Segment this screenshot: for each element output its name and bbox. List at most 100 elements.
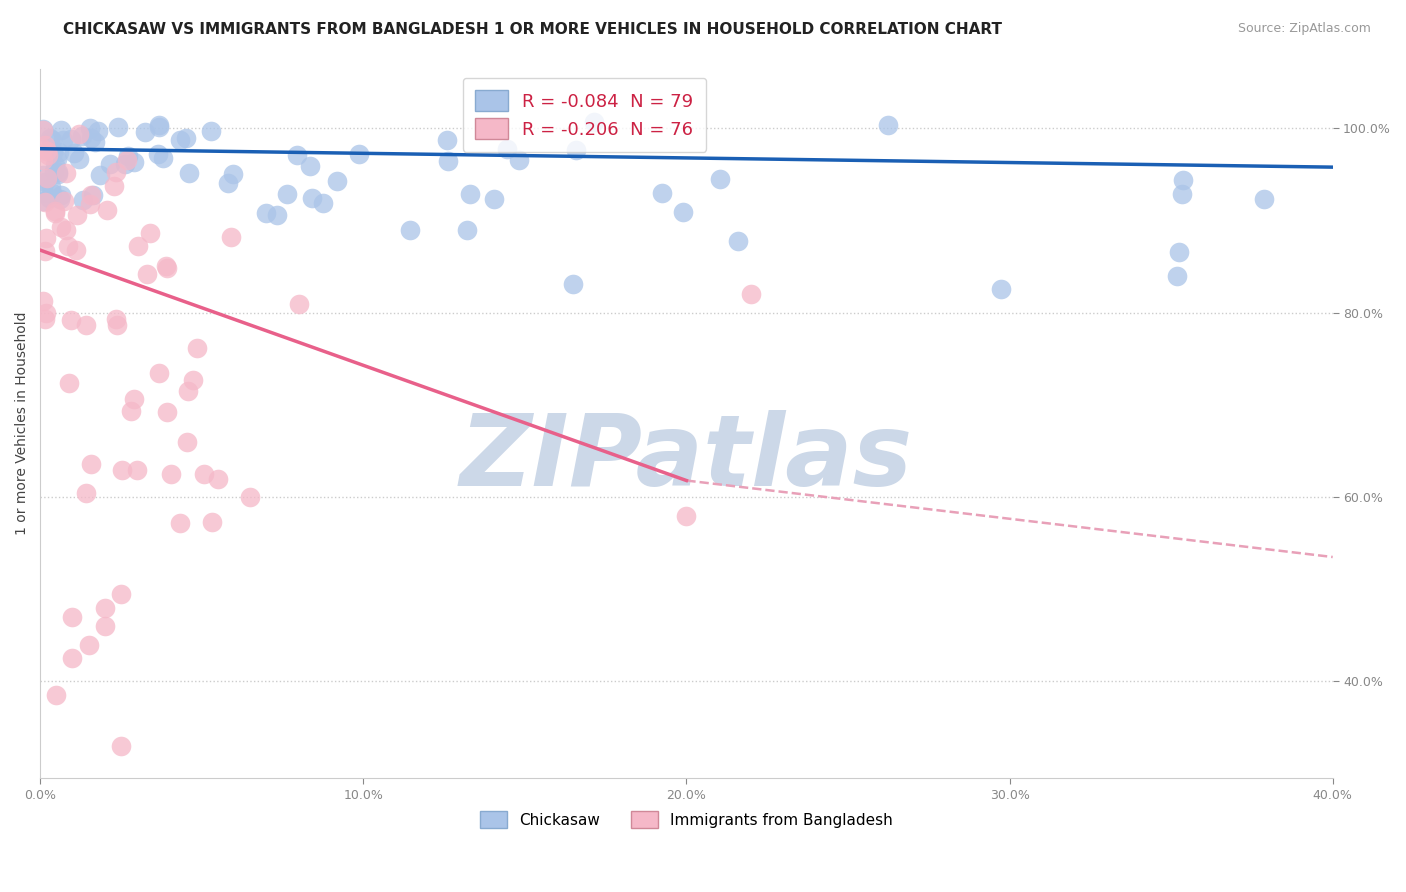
Point bbox=[460, 186, 482, 201]
Point bbox=[104, 311, 127, 326]
Point bbox=[148, 120, 170, 134]
Point bbox=[77, 638, 100, 652]
Point bbox=[155, 259, 177, 273]
Point bbox=[1168, 244, 1191, 259]
Point bbox=[79, 121, 101, 136]
Point bbox=[42, 164, 65, 178]
Point bbox=[1166, 268, 1188, 283]
Point bbox=[35, 231, 58, 245]
Point bbox=[37, 148, 59, 162]
Point bbox=[34, 176, 56, 190]
Point bbox=[35, 306, 58, 320]
Point bbox=[456, 223, 478, 237]
Point bbox=[52, 133, 75, 147]
Point bbox=[32, 194, 55, 209]
Point bbox=[156, 405, 179, 419]
Point bbox=[39, 180, 62, 194]
Point bbox=[115, 153, 138, 167]
Point bbox=[45, 688, 67, 702]
Point bbox=[58, 376, 80, 390]
Point bbox=[254, 205, 277, 219]
Point bbox=[122, 392, 145, 406]
Point bbox=[1253, 192, 1275, 206]
Point bbox=[79, 457, 101, 471]
Point bbox=[125, 463, 148, 477]
Point bbox=[1171, 173, 1194, 187]
Point bbox=[169, 133, 191, 147]
Point bbox=[44, 158, 66, 172]
Point bbox=[32, 153, 55, 168]
Point bbox=[80, 187, 103, 202]
Point bbox=[148, 366, 170, 380]
Point bbox=[127, 239, 149, 253]
Point bbox=[174, 131, 197, 145]
Point bbox=[49, 122, 72, 136]
Point bbox=[276, 187, 298, 202]
Point bbox=[93, 600, 115, 615]
Point bbox=[55, 166, 77, 180]
Point bbox=[44, 204, 66, 219]
Point bbox=[79, 130, 101, 145]
Y-axis label: 1 or more Vehicles in Household: 1 or more Vehicles in Household bbox=[15, 311, 30, 535]
Point bbox=[114, 157, 136, 171]
Point bbox=[65, 244, 87, 258]
Point bbox=[562, 277, 585, 291]
Point bbox=[139, 226, 162, 240]
Point bbox=[44, 205, 66, 219]
Point bbox=[110, 463, 132, 477]
Point bbox=[217, 176, 239, 190]
Point bbox=[177, 166, 200, 180]
Point bbox=[651, 186, 673, 200]
Point bbox=[299, 159, 322, 173]
Point bbox=[32, 121, 55, 136]
Point bbox=[181, 373, 204, 387]
Point bbox=[207, 472, 229, 486]
Point bbox=[48, 193, 70, 207]
Point bbox=[51, 219, 73, 234]
Point bbox=[169, 516, 191, 531]
Point bbox=[201, 515, 224, 529]
Point bbox=[1171, 187, 1194, 202]
Point bbox=[35, 144, 58, 158]
Point bbox=[103, 178, 125, 193]
Point bbox=[117, 149, 139, 163]
Point bbox=[565, 143, 588, 157]
Point bbox=[67, 153, 90, 167]
Point bbox=[104, 165, 127, 179]
Point bbox=[63, 145, 86, 160]
Point bbox=[200, 124, 222, 138]
Point bbox=[96, 202, 118, 217]
Point bbox=[46, 165, 69, 179]
Point bbox=[53, 194, 76, 208]
Point bbox=[89, 168, 111, 182]
Point bbox=[287, 296, 309, 310]
Point bbox=[34, 138, 56, 153]
Point bbox=[301, 191, 323, 205]
Point bbox=[222, 167, 245, 181]
Point bbox=[484, 192, 506, 206]
Point bbox=[146, 147, 169, 161]
Point bbox=[148, 118, 170, 132]
Point bbox=[37, 170, 59, 185]
Point bbox=[110, 587, 132, 601]
Point bbox=[32, 168, 55, 182]
Text: ZIPatlas: ZIPatlas bbox=[460, 410, 912, 508]
Point bbox=[39, 131, 62, 145]
Point bbox=[134, 125, 156, 139]
Point bbox=[124, 155, 146, 169]
Point bbox=[42, 145, 65, 160]
Point bbox=[34, 312, 56, 326]
Point bbox=[675, 508, 697, 523]
Point bbox=[266, 208, 288, 222]
Point bbox=[93, 619, 115, 633]
Point bbox=[135, 267, 157, 281]
Point bbox=[347, 147, 370, 161]
Point bbox=[32, 294, 55, 309]
Point bbox=[79, 196, 101, 211]
Point bbox=[436, 133, 458, 147]
Point bbox=[508, 153, 530, 168]
Point bbox=[156, 261, 179, 276]
Point bbox=[32, 186, 55, 201]
Point bbox=[727, 235, 749, 249]
Text: CHICKASAW VS IMMIGRANTS FROM BANGLADESH 1 OR MORE VEHICLES IN HOUSEHOLD CORRELAT: CHICKASAW VS IMMIGRANTS FROM BANGLADESH … bbox=[63, 22, 1002, 37]
